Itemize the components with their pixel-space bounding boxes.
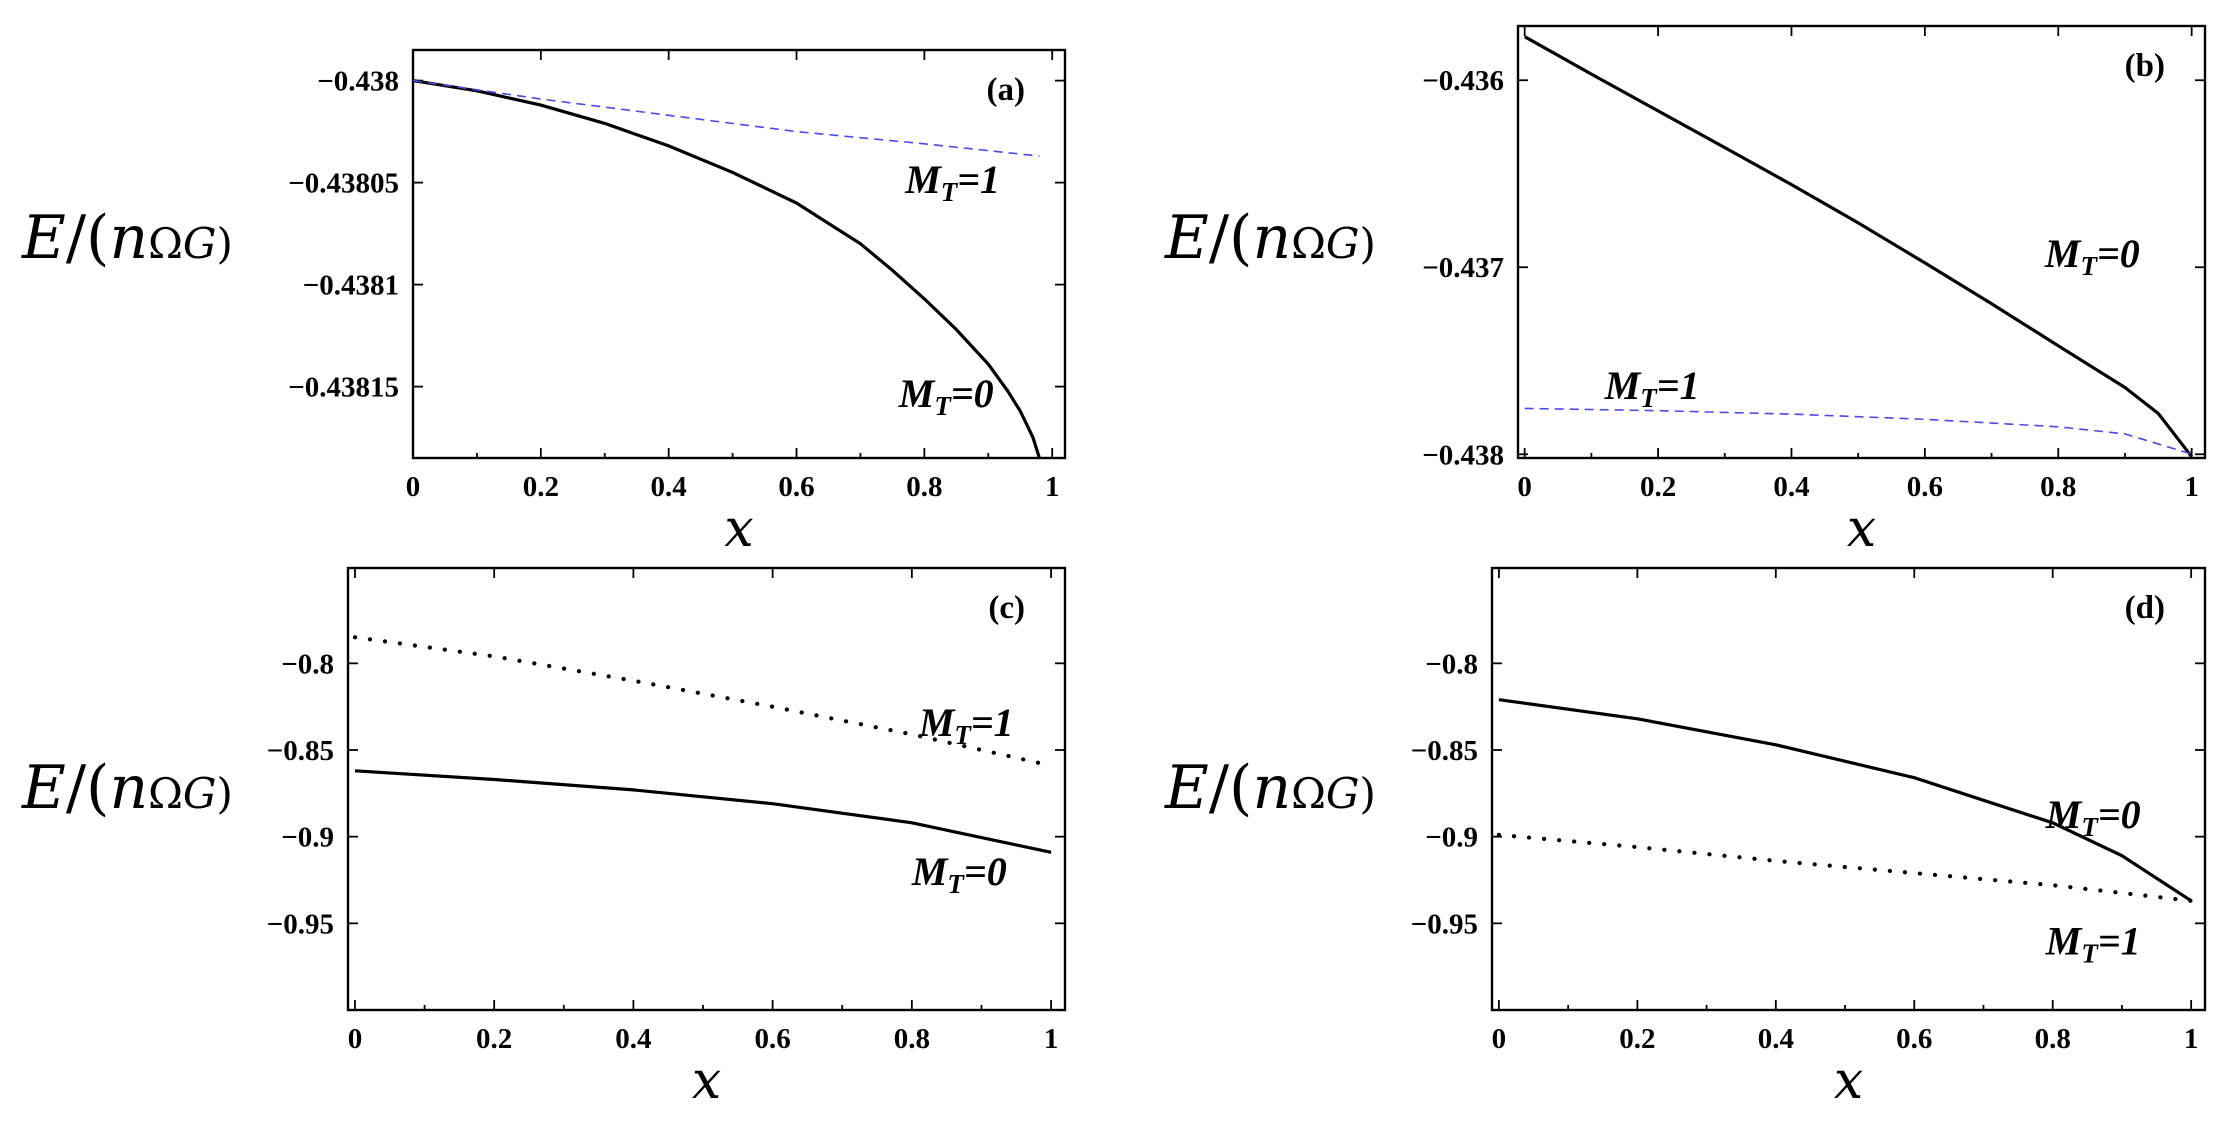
y-tick-label: −0.85 — [1411, 735, 1478, 767]
x-axis-label: x — [1834, 1051, 1863, 1111]
x-tick-label: 0.8 — [2040, 471, 2076, 503]
plot-frame — [411, 48, 1067, 460]
panel-label: (c) — [988, 590, 1025, 626]
x-tick-label: 0.2 — [476, 1023, 512, 1055]
x-tick-label: 0.4 — [1758, 1023, 1794, 1055]
series-line-solid — [412, 79, 1041, 459]
y-tick-label: −0.437 — [1422, 252, 1504, 284]
series-annotation: MT=1 — [918, 700, 1014, 750]
y-tick-label: −0.438 — [1422, 439, 1504, 471]
y-tick-label: −0.85 — [267, 735, 334, 767]
plot-frame — [1516, 24, 2207, 460]
series-annotation: MT=1 — [2045, 919, 2141, 969]
x-tick-label: 1 — [1045, 471, 1060, 503]
series-line-solid — [1498, 698, 2193, 903]
y-tick-label: −0.95 — [267, 908, 334, 940]
y-tick-label: −0.9 — [1425, 822, 1478, 854]
x-tick-label: 0.6 — [1907, 471, 1943, 503]
x-tick-label: 1 — [2184, 1023, 2199, 1055]
series-annotation: MT=0 — [911, 849, 1007, 899]
plot-frame — [1490, 566, 2207, 1012]
y-axis-label: E/(nΩG) — [21, 203, 233, 273]
panel-label: (d) — [2125, 590, 2165, 626]
y-tick-label: −0.8 — [281, 648, 334, 680]
x-tick-label: 0.6 — [755, 1023, 791, 1055]
x-tick-label: 0 — [1492, 1023, 1507, 1055]
panel-c: 0 0.2 0.4 0.6 0.8 1 −0.8 −0.85 −0.9 −0.95 (c) MT=1 M… — [21, 566, 1067, 1111]
panel-label: (a) — [987, 72, 1025, 108]
y-axis-label: E/(nΩG) — [1164, 753, 1376, 823]
series-line-dashed — [1524, 407, 2192, 455]
series-annotation: MT=0 — [898, 371, 994, 421]
x-axis-label: x — [1847, 499, 1876, 559]
x-tick-label: 0.8 — [894, 1023, 930, 1055]
y-tick-label: −0.95 — [1411, 908, 1478, 940]
panel-b: 0 0.2 0.4 0.6 0.8 1 −0.436 −0.437 −0.438 (b) MT=0 M… — [1164, 24, 2207, 559]
y-axis-label: E/(nΩG) — [21, 753, 233, 823]
x-tick-label: 0.4 — [651, 471, 687, 503]
x-tick-label: 0.6 — [778, 471, 814, 503]
series-line-dotted — [352, 635, 1054, 768]
panel-a: 0 0.2 0.4 0.6 0.8 1 −0.438 −0.43805 −0.4381 −0.43… — [21, 48, 1067, 559]
x-tick-label: 0 — [1517, 471, 1532, 503]
y-tick-label: −0.4381 — [303, 270, 399, 302]
x-tick-label: 0.6 — [1896, 1023, 1932, 1055]
x-axis-label: x — [692, 1051, 721, 1111]
x-tick-label: 0.8 — [906, 471, 942, 503]
series-annotation: MT=0 — [2045, 792, 2141, 842]
panel-label: (b) — [2125, 48, 2165, 84]
series-line-solid — [354, 769, 1052, 854]
series-annotation: MT=0 — [2044, 231, 2140, 281]
series-line-dotted — [1496, 832, 2194, 903]
x-tick-label: 1 — [1044, 1023, 1059, 1055]
y-tick-label: −0.436 — [1422, 65, 1504, 97]
series-annotation: MT=1 — [904, 157, 1000, 207]
x-tick-label: 0.4 — [615, 1023, 651, 1055]
panel-d: 0 0.2 0.4 0.6 0.8 1 −0.8 −0.85 −0.9 −0.95 (d) MT=0 M… — [1164, 566, 2207, 1111]
x-tick-label: 0.8 — [2035, 1023, 2071, 1055]
series-line-solid — [1523, 35, 2193, 458]
plot-frame — [346, 566, 1067, 1012]
x-tick-label: 0.2 — [1640, 471, 1676, 503]
y-tick-label: −0.43815 — [288, 372, 399, 404]
x-tick-label: 0.4 — [1773, 471, 1809, 503]
x-tick-label: 0.2 — [1619, 1023, 1655, 1055]
y-axis-label: E/(nΩG) — [1164, 203, 1376, 273]
y-tick-label: −0.43805 — [288, 168, 399, 200]
x-tick-label: 0 — [348, 1023, 363, 1055]
y-tick-label: −0.9 — [281, 822, 334, 854]
series-annotation: MT=1 — [1604, 363, 1700, 413]
x-tick-label: 0 — [406, 471, 421, 503]
x-tick-label: 0.2 — [523, 471, 559, 503]
x-tick-label: 1 — [2184, 471, 2199, 503]
y-tick-label: −0.8 — [1425, 648, 1478, 680]
y-tick-label: −0.438 — [317, 66, 399, 98]
x-axis-label: x — [724, 499, 753, 559]
series-line-dashed — [412, 79, 1040, 157]
